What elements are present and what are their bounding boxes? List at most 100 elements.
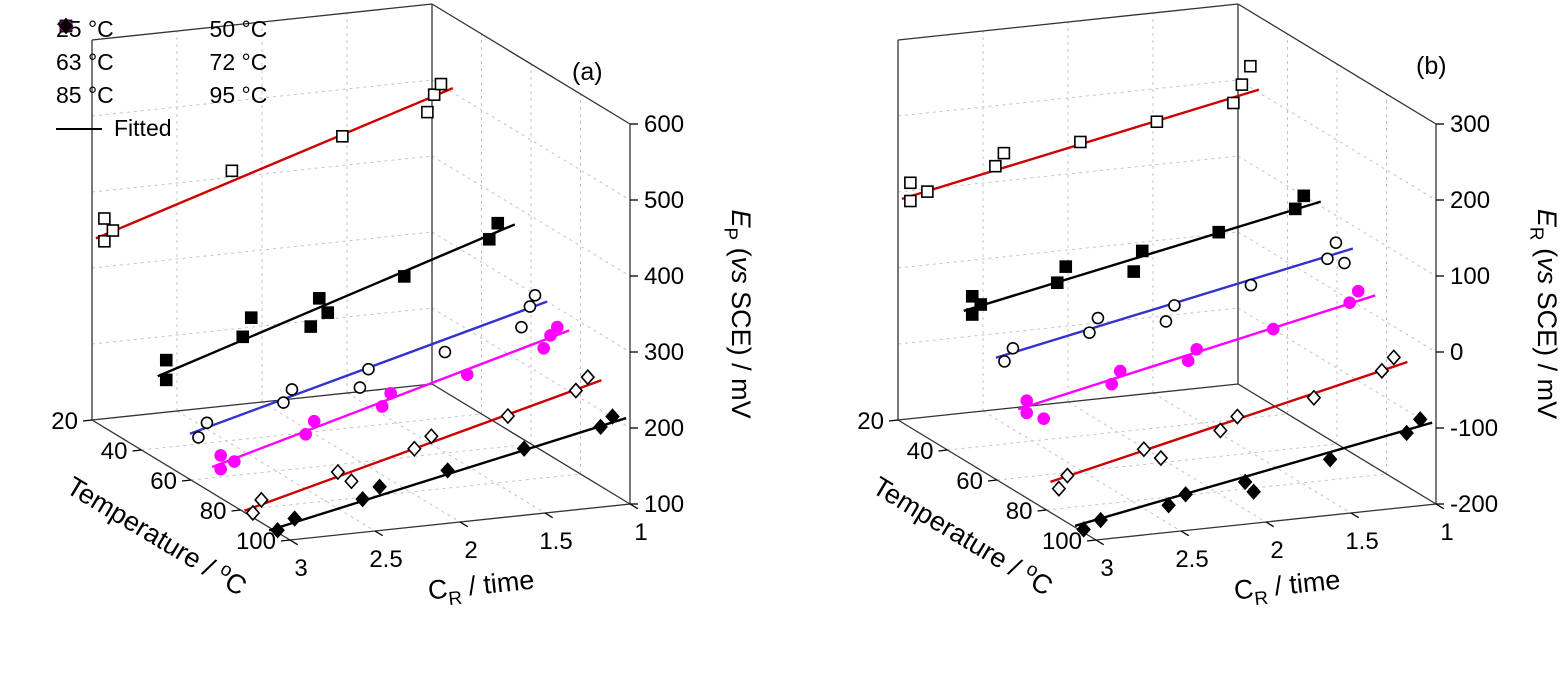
data-point-marker [605, 408, 620, 425]
data-point-marker [1306, 389, 1322, 406]
axis-ticks [888, 123, 1445, 546]
fit-line-25c [95, 87, 454, 240]
data-point-marker [1051, 480, 1067, 497]
data-point-marker [200, 416, 214, 430]
x-tick-label: 2.5 [1175, 546, 1208, 573]
data-point-marker [460, 368, 474, 381]
y-tick-label: 20 [857, 408, 884, 435]
z-tick-label: -100 [1450, 415, 1498, 442]
data-point-marker [568, 382, 584, 399]
data-point-marker [1190, 342, 1204, 356]
z-tick-label: -200 [1450, 491, 1498, 518]
y-tick-label: 80 [200, 498, 227, 525]
data-point-marker [192, 431, 205, 444]
data-point-marker [427, 88, 441, 101]
z-tick-label: 200 [1450, 187, 1490, 214]
x-axis-title: CR / time [1232, 565, 1342, 613]
data-point-marker [544, 329, 557, 342]
data-point-marker [1135, 244, 1149, 258]
legend-item-63-c: 63 °C [56, 19, 172, 76]
data-point-marker [1412, 411, 1428, 428]
x-tick-label: 1 [634, 519, 647, 546]
data-point-marker [304, 320, 318, 333]
x-tick-label: 2 [1270, 537, 1283, 564]
data-point-marker [1093, 511, 1108, 529]
data-point-marker [1343, 296, 1357, 309]
axes-box [896, 3, 1438, 541]
data-point-marker [482, 232, 496, 246]
data-point-marker [1244, 278, 1258, 292]
data-point-marker [1244, 59, 1257, 73]
series-85c [1049, 349, 1408, 497]
data-point-marker [1113, 364, 1127, 378]
data-point-marker [965, 308, 979, 321]
data-point-marker [1050, 276, 1064, 290]
data-point-marker [277, 396, 290, 409]
data-point-marker [1178, 486, 1193, 503]
data-point-marker [1266, 322, 1280, 336]
data-point-marker [336, 130, 349, 143]
x-tick-label: 2 [464, 537, 477, 564]
legend-label: 72 °C [209, 49, 268, 75]
data-point-marker [362, 362, 375, 376]
z-tick-label: 200 [644, 415, 684, 442]
x-axis-title: CR / time [426, 565, 536, 613]
data-point-marker [516, 440, 532, 457]
z-tick-label: 600 [644, 111, 684, 138]
grid-lines [897, 3, 1437, 532]
axis-labels: 100 200 300 400 500 600 3 2.5 2 1.5 1 20 40 60 80 100 [51, 111, 684, 582]
data-point-marker [989, 159, 1002, 173]
series-63c [995, 236, 1354, 368]
z-tick-label: 300 [1450, 111, 1490, 138]
x-tick-label: 1 [1440, 519, 1453, 546]
data-point-marker [1020, 394, 1033, 408]
z-tick-label: 500 [644, 187, 684, 214]
data-point-marker [1074, 135, 1087, 149]
panel-tag-a: (a) [572, 58, 603, 86]
data-point-marker [997, 146, 1011, 160]
data-point-marker [1227, 96, 1240, 110]
data-point-marker [214, 449, 227, 462]
data-point-marker [515, 320, 528, 334]
fitted-line-icon [56, 127, 102, 130]
legend-item-72-c: 72 °C [59, 19, 268, 76]
data-point-marker [312, 292, 326, 305]
data-point-marker [330, 463, 346, 481]
data-point-marker [98, 235, 111, 248]
legend: 25 °C 50 °C 63 °C 72 °C 85 °C 95 °C Fitted [56, 16, 267, 142]
data-point-marker [965, 289, 979, 303]
data-point-marker [407, 440, 422, 457]
data-point-marker [1181, 354, 1195, 368]
data-point-marker [1083, 326, 1096, 339]
data-point-marker [580, 368, 596, 386]
data-point-marker [1288, 202, 1302, 216]
panel-a-plot: 100 200 300 400 500 600 3 2.5 2 1.5 1 20 40 60 80 100 EP… [51, 3, 756, 613]
z-axis-title: ER (vs SCE) / mV [1525, 209, 1560, 419]
data-point-marker [1159, 315, 1173, 328]
y-tick-label: 80 [1006, 498, 1033, 525]
z-tick-label: 100 [644, 491, 684, 518]
data-point-marker [1321, 252, 1334, 266]
x-tick-label: 1.5 [1345, 528, 1378, 555]
filled-diamond-icon [58, 17, 74, 35]
y-tick-label: 100 [1042, 528, 1082, 555]
data-point-marker [270, 522, 285, 539]
data-point-marker [214, 462, 227, 476]
data-point-marker [1076, 521, 1091, 538]
data-point-marker [228, 455, 241, 468]
y-tick-label: 40 [101, 438, 128, 465]
data-point-marker [500, 407, 516, 425]
data-point-marker [1338, 256, 1351, 270]
series-95c [268, 408, 627, 539]
data-point-marker [225, 164, 239, 178]
data-point-marker [550, 320, 564, 334]
data-point-marker [998, 355, 1011, 368]
panel-b: -200 -100 0 100 200 300 3 2.5 2 1.5 1 20 40 60 80 100 ER… [780, 0, 1560, 673]
legend-label: 85 °C [56, 82, 114, 108]
data-point-marker [285, 383, 299, 396]
data-point-marker [397, 270, 411, 283]
data-point-marker [106, 224, 120, 237]
z-tick-label: 100 [1450, 263, 1490, 290]
